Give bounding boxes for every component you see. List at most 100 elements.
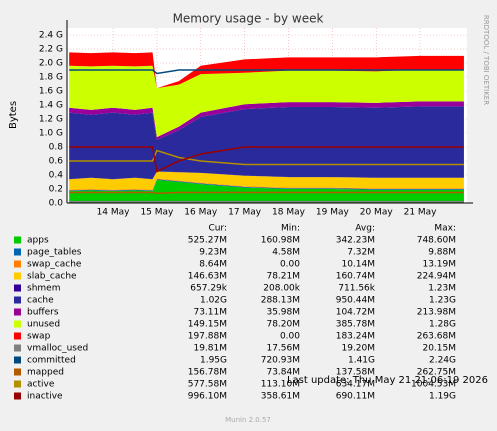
area <box>69 101 464 140</box>
legend-label: swap_cache <box>27 260 82 270</box>
legend-stat: 19.20M <box>341 344 375 354</box>
legend-stat: 146.63M <box>188 272 227 282</box>
legend-swatch <box>14 356 21 364</box>
legend-stat: 149.15M <box>188 320 227 330</box>
legend-stat: 10.14M <box>341 260 375 270</box>
legend-stat: 385.78M <box>336 320 375 330</box>
line <box>69 149 464 166</box>
legend-stat: 160.74M <box>336 272 375 282</box>
y-tick-label: 0.2 <box>49 185 63 195</box>
y-tick-label: 0.4 <box>49 171 64 181</box>
legend-stat: 1.02G <box>200 296 227 306</box>
legend-swatch <box>14 260 21 268</box>
legend-stat: 9.88M <box>428 248 456 258</box>
legend-stat: 1.23M <box>428 284 456 294</box>
legend-label: inactive <box>27 392 63 402</box>
legend-label: buffers <box>27 308 59 318</box>
y-tick-label: 1.0 G <box>39 129 63 139</box>
legend-stat: 104.72M <box>336 308 375 318</box>
legend-stat: 288.13M <box>261 296 300 306</box>
area <box>69 65 464 138</box>
legend-swatch <box>14 368 21 376</box>
y-tick-label: 0.6 <box>49 157 64 167</box>
x-tick-label: 14 May <box>97 208 131 218</box>
legend-label: apps <box>27 236 49 246</box>
x-tick-label: 15 May <box>140 208 174 218</box>
legend-stat: 35.98M <box>266 308 300 318</box>
legend-stat: 342.23M <box>336 236 375 246</box>
legend-header: Min: <box>281 224 300 234</box>
legend-stat: 13.19M <box>422 260 456 270</box>
legend-label: swap <box>27 332 51 342</box>
legend-swatch <box>14 284 21 292</box>
legend-stat: 73.84M <box>266 368 300 378</box>
legend-stat: 156.78M <box>188 368 227 378</box>
x-tick-label: 19 May <box>316 208 350 218</box>
y-tick-label: 0.0 <box>49 199 64 209</box>
line <box>69 146 464 173</box>
line <box>69 191 464 194</box>
legend-swatch <box>14 248 21 256</box>
y-axis-label: Bytes <box>8 101 19 129</box>
legend-stat: 9.23M <box>199 248 227 258</box>
y-tick-label: 1.2 G <box>39 115 63 125</box>
legend-stat: 17.56M <box>266 344 300 354</box>
legend-stat: 73.11M <box>193 308 227 318</box>
legend-stat: 263.68M <box>417 332 456 342</box>
y-tick-label: 2.2 G <box>39 45 63 55</box>
legend-swatch <box>14 296 21 304</box>
legend-stat: 197.88M <box>188 332 227 342</box>
area <box>69 171 464 190</box>
legend-stat: 1.19G <box>429 392 456 402</box>
legend-stat: 208.00k <box>263 284 300 294</box>
y-tick-label: 2.4 G <box>39 31 63 41</box>
legend-label: mapped <box>27 368 64 378</box>
legend-swatch <box>14 332 21 340</box>
legend-stat: 7.32M <box>347 248 375 258</box>
legend-stat: 137.58M <box>336 368 375 378</box>
legend-stat: 262.75M <box>417 368 456 378</box>
watermark: RRDTOOL / TOBI OETIKER <box>482 15 490 105</box>
legend-stat: 20.15M <box>422 344 456 354</box>
legend-stat: 1.41G <box>348 356 375 366</box>
legend-stat: 720.93M <box>261 356 300 366</box>
legend-label: active <box>27 380 55 390</box>
legend-stat: 78.21M <box>266 272 300 282</box>
legend-stat: 183.24M <box>336 332 375 342</box>
y-tick-label: 2.0 G <box>39 59 63 69</box>
x-tick-label: 21 May <box>404 208 438 218</box>
legend-header: Avg: <box>355 224 375 234</box>
legend-label: slab_cache <box>27 272 77 282</box>
legend-swatch <box>14 344 21 352</box>
version: Munin 2.0.57 <box>225 416 271 424</box>
legend-stat: 224.94M <box>417 272 456 282</box>
legend-stat: 113.10M <box>261 380 300 390</box>
legend-label: unused <box>27 320 60 330</box>
legend-stat: 1.95G <box>200 356 227 366</box>
legend-swatch <box>14 392 21 400</box>
line <box>69 69 464 75</box>
legend-stat: 748.60M <box>417 236 456 246</box>
x-tick-label: 17 May <box>228 208 262 218</box>
legend-label: vmalloc_used <box>27 344 88 354</box>
legend-header: Cur: <box>208 224 227 234</box>
legend-stat: 577.58M <box>188 380 227 390</box>
legend-stat: 950.44M <box>336 296 375 306</box>
legend-stat: 996.10M <box>188 392 227 402</box>
legend-swatch <box>14 380 21 388</box>
legend-stat: 1004.53M <box>411 380 456 390</box>
y-tick-label: 1.8 G <box>39 73 63 83</box>
legend-stat: 634.17M <box>336 380 375 390</box>
x-tick-label: 18 May <box>272 208 306 218</box>
legend-stat: 657.29k <box>190 284 227 294</box>
legend-stat: 8.64M <box>199 260 227 270</box>
legend-label: committed <box>27 356 76 366</box>
area <box>69 106 464 180</box>
legend-label: shmem <box>27 284 60 294</box>
legend-stat: 0.00 <box>280 332 300 342</box>
legend-label: cache <box>27 296 54 306</box>
legend-stat: 160.98M <box>261 236 300 246</box>
legend-stat: 690.11M <box>336 392 375 402</box>
